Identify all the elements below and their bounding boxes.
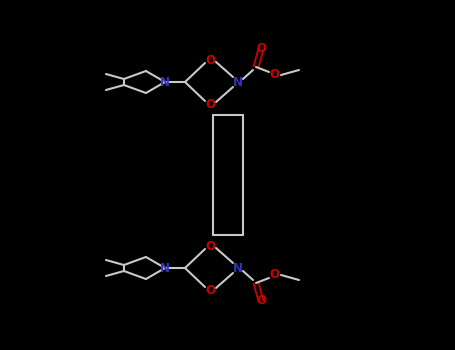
- Text: N: N: [160, 261, 170, 274]
- Text: N: N: [233, 76, 243, 89]
- Text: O: O: [205, 284, 215, 296]
- Text: O: O: [269, 69, 279, 82]
- Text: O: O: [256, 294, 266, 308]
- Text: O: O: [269, 268, 279, 281]
- Text: O: O: [256, 42, 266, 56]
- Text: N: N: [160, 76, 170, 89]
- Text: O: O: [205, 239, 215, 252]
- Text: O: O: [205, 54, 215, 66]
- Text: N: N: [233, 261, 243, 274]
- Text: O: O: [205, 98, 215, 111]
